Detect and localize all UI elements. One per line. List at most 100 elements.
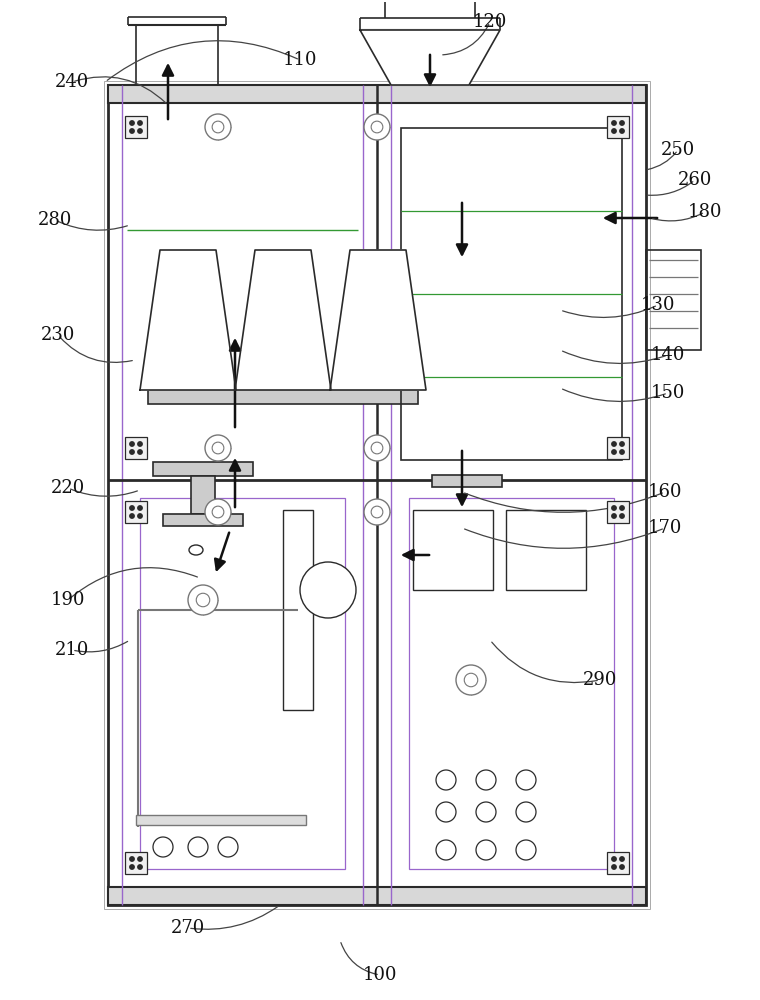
Text: 120: 120 xyxy=(473,13,507,31)
Circle shape xyxy=(218,837,238,857)
Circle shape xyxy=(464,673,478,687)
Circle shape xyxy=(130,506,135,510)
Circle shape xyxy=(612,129,616,133)
Bar xyxy=(432,475,502,487)
Bar xyxy=(125,116,147,138)
Circle shape xyxy=(476,840,496,860)
Text: 160: 160 xyxy=(648,483,682,501)
Circle shape xyxy=(188,837,208,857)
Circle shape xyxy=(138,865,142,869)
Circle shape xyxy=(620,506,624,510)
Bar xyxy=(191,476,215,514)
Bar xyxy=(108,85,646,103)
Circle shape xyxy=(212,442,224,454)
Circle shape xyxy=(138,506,142,510)
Circle shape xyxy=(138,129,142,133)
Circle shape xyxy=(620,514,624,518)
Circle shape xyxy=(138,857,142,861)
Text: 150: 150 xyxy=(651,384,686,402)
Bar xyxy=(125,852,147,874)
Circle shape xyxy=(620,865,624,869)
Circle shape xyxy=(130,450,135,454)
Text: 270: 270 xyxy=(171,919,205,937)
Circle shape xyxy=(620,129,624,133)
Circle shape xyxy=(130,865,135,869)
Bar xyxy=(607,501,629,523)
Circle shape xyxy=(371,442,383,454)
Circle shape xyxy=(364,114,390,140)
Circle shape xyxy=(130,514,135,518)
Bar xyxy=(136,25,218,85)
Circle shape xyxy=(436,802,456,822)
Circle shape xyxy=(476,802,496,822)
Circle shape xyxy=(612,514,616,518)
Bar xyxy=(607,116,629,138)
Bar xyxy=(506,510,586,590)
Circle shape xyxy=(436,770,456,790)
Bar xyxy=(283,510,313,710)
Circle shape xyxy=(620,442,624,446)
Text: 170: 170 xyxy=(648,519,682,537)
Text: 180: 180 xyxy=(688,203,722,221)
Polygon shape xyxy=(360,30,500,85)
Circle shape xyxy=(620,450,624,454)
Circle shape xyxy=(620,857,624,861)
Circle shape xyxy=(516,802,536,822)
Text: 260: 260 xyxy=(678,171,712,189)
Bar xyxy=(401,128,622,460)
Ellipse shape xyxy=(189,545,203,555)
Text: 250: 250 xyxy=(661,141,695,159)
Circle shape xyxy=(138,514,142,518)
Bar xyxy=(140,498,345,869)
Circle shape xyxy=(612,857,616,861)
Bar xyxy=(153,462,253,476)
Circle shape xyxy=(196,593,210,607)
Bar xyxy=(607,437,629,459)
Polygon shape xyxy=(140,250,236,390)
Text: 230: 230 xyxy=(41,326,75,344)
Bar xyxy=(148,390,418,404)
Bar xyxy=(125,501,147,523)
Circle shape xyxy=(476,770,496,790)
Text: 290: 290 xyxy=(583,671,617,689)
Bar xyxy=(409,498,614,869)
Bar xyxy=(413,510,493,590)
Circle shape xyxy=(130,129,135,133)
Bar xyxy=(125,437,147,459)
Text: 240: 240 xyxy=(55,73,89,91)
Circle shape xyxy=(212,121,224,133)
Circle shape xyxy=(205,114,231,140)
Bar xyxy=(108,85,646,905)
Circle shape xyxy=(205,435,231,461)
Bar xyxy=(136,815,306,825)
Text: 110: 110 xyxy=(283,51,317,69)
Circle shape xyxy=(212,506,224,518)
Circle shape xyxy=(364,435,390,461)
Text: 210: 210 xyxy=(55,641,89,659)
Text: 190: 190 xyxy=(51,591,85,609)
Circle shape xyxy=(138,450,142,454)
Circle shape xyxy=(130,442,135,446)
Circle shape xyxy=(371,121,383,133)
Bar xyxy=(104,81,650,909)
Text: 140: 140 xyxy=(651,346,686,364)
Bar xyxy=(607,852,629,874)
Text: 220: 220 xyxy=(51,479,85,497)
Text: 280: 280 xyxy=(38,211,72,229)
Circle shape xyxy=(612,442,616,446)
Circle shape xyxy=(612,121,616,125)
Bar xyxy=(163,514,243,526)
Circle shape xyxy=(612,865,616,869)
Circle shape xyxy=(612,506,616,510)
Bar xyxy=(108,887,646,905)
Circle shape xyxy=(130,121,135,125)
Text: 100: 100 xyxy=(363,966,397,984)
Circle shape xyxy=(456,665,486,695)
Circle shape xyxy=(205,499,231,525)
Circle shape xyxy=(188,585,218,615)
Circle shape xyxy=(516,840,536,860)
Polygon shape xyxy=(330,250,426,390)
Bar xyxy=(646,250,701,350)
Circle shape xyxy=(300,562,356,618)
Circle shape xyxy=(153,837,173,857)
